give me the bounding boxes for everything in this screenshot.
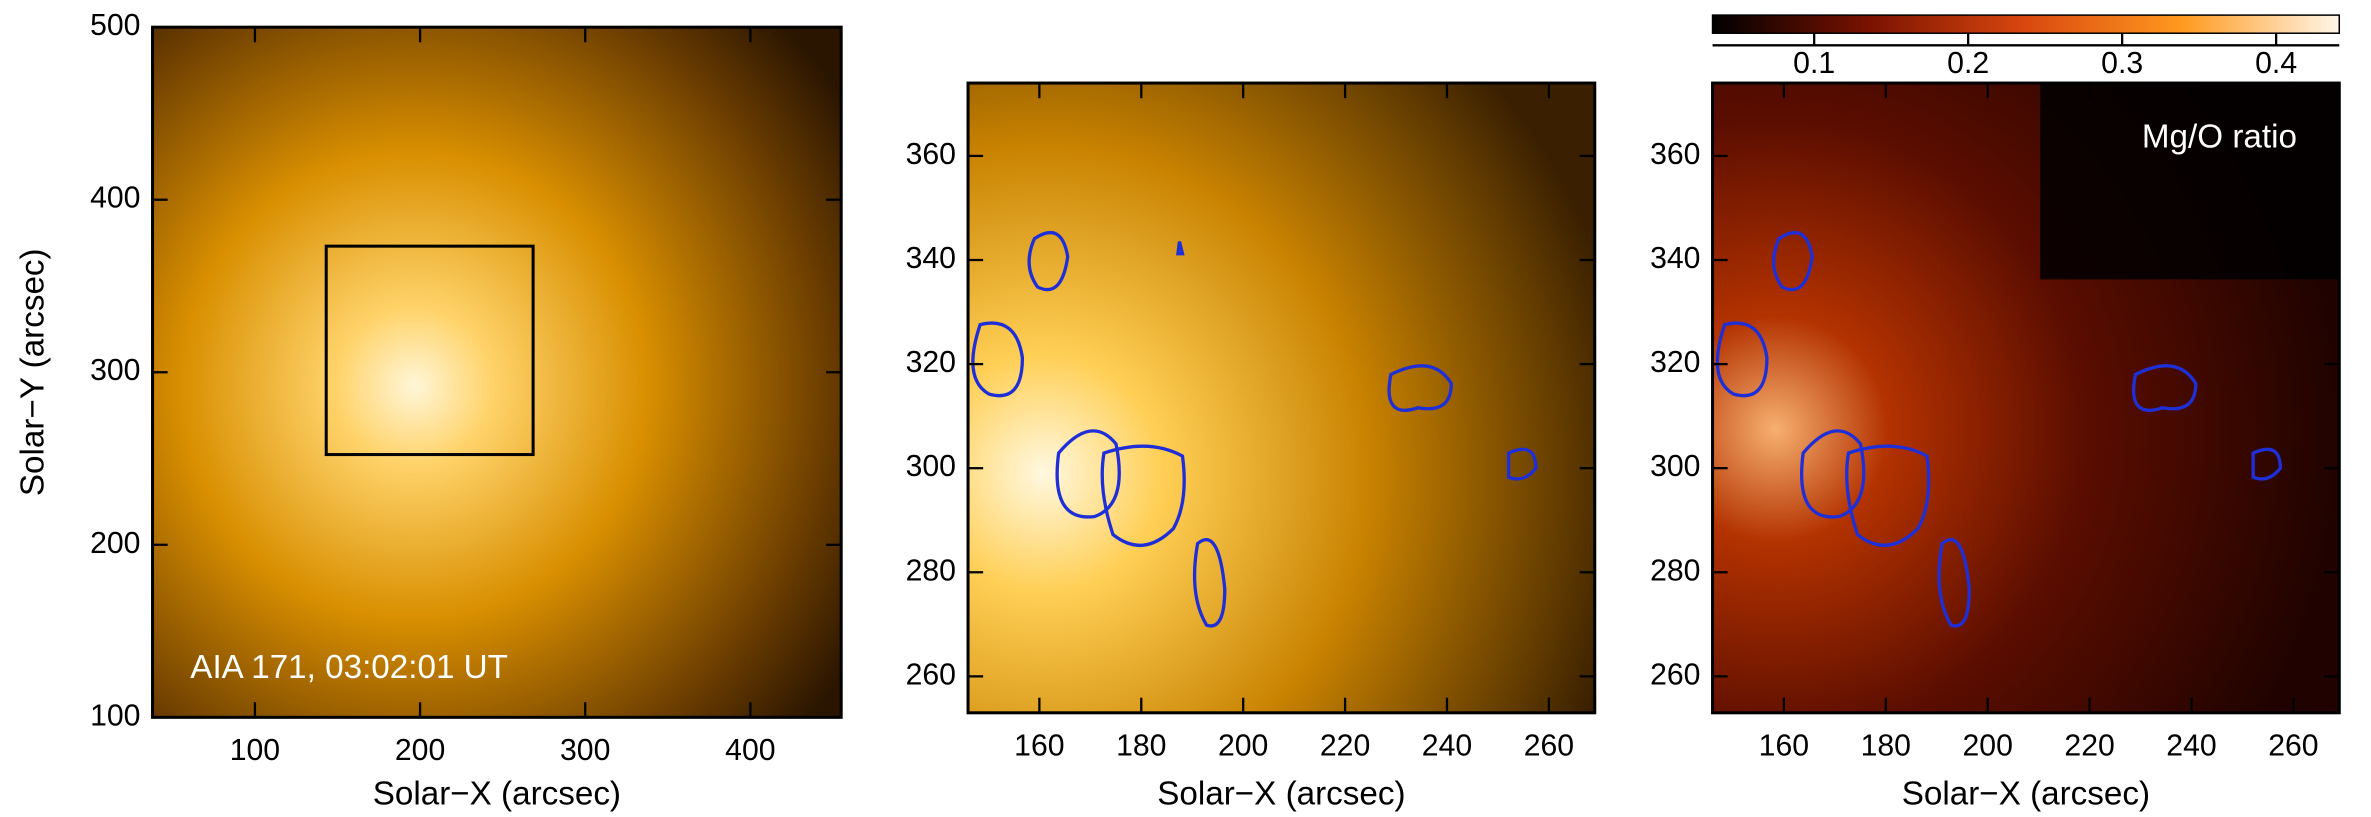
x-tick-label: 100	[230, 734, 280, 767]
y-tick-label: 300	[90, 354, 140, 387]
y-tick-label: 400	[90, 182, 140, 215]
y-axis-label: Solar−Y (arcsec)	[15, 248, 52, 496]
y-tick-label: 360	[906, 138, 956, 171]
x-tick-label: 200	[1963, 730, 2013, 763]
y-tick-label: 260	[1650, 658, 1700, 691]
y-tick-label: 340	[906, 242, 956, 275]
y-tick-label: 340	[1650, 242, 1700, 275]
y-tick-label: 300	[1650, 450, 1700, 483]
x-axis-label: Solar−X (arcsec)	[1157, 776, 1405, 813]
x-tick-label: 220	[1320, 730, 1370, 763]
x-axis-label: Solar−X (arcsec)	[373, 776, 621, 813]
y-tick-label: 500	[90, 9, 140, 42]
aia-image	[152, 27, 842, 718]
frame	[1711, 81, 2341, 715]
ratio-map-dark	[2040, 83, 2340, 280]
x-tick-label: 220	[2064, 730, 2114, 763]
x-tick-label: 160	[1759, 730, 1809, 763]
x-tick-label: 180	[1861, 730, 1911, 763]
y-tick-label: 360	[1650, 138, 1700, 171]
x-axis-label: Solar−X (arcsec)	[1902, 776, 2150, 813]
annotation: Mg/O ratio	[2142, 119, 2297, 156]
y-tick-label: 320	[906, 346, 956, 379]
x-tick-label: 260	[2268, 730, 2318, 763]
colorbar	[1711, 14, 2341, 34]
x-tick-label: 240	[1422, 730, 1472, 763]
x-tick-label: 260	[1524, 730, 1574, 763]
x-tick-label: 160	[1014, 730, 1064, 763]
y-tick-label: 300	[906, 450, 956, 483]
x-tick-label: 240	[2166, 730, 2216, 763]
y-tick-label: 320	[1650, 346, 1700, 379]
x-tick-label: 200	[395, 734, 445, 767]
aia-zoom-image	[968, 83, 1595, 713]
contours-right	[1715, 231, 2283, 628]
colorbar-tick-label: 0.4	[2255, 47, 2297, 80]
x-tick-label: 180	[1116, 730, 1166, 763]
colorbar-tick-label: 0.1	[1793, 47, 1835, 80]
x-tick-label: 200	[1218, 730, 1268, 763]
frame	[966, 81, 1597, 715]
x-tick-label: 400	[725, 734, 775, 767]
colorbar-tick-label: 0.2	[1947, 47, 1989, 80]
x-tick-label: 300	[560, 734, 610, 767]
y-tick-label: 200	[90, 527, 140, 560]
y-tick-label: 100	[90, 699, 140, 732]
annotation: AIA 171, 03:02:01 UT	[190, 649, 508, 686]
zoom-box	[324, 244, 535, 457]
y-tick-label: 280	[906, 554, 956, 587]
contours-middle	[971, 231, 1538, 628]
y-tick-label: 260	[906, 658, 956, 691]
y-tick-label: 280	[1650, 554, 1700, 587]
colorbar-tick-label: 0.3	[2101, 47, 2143, 80]
